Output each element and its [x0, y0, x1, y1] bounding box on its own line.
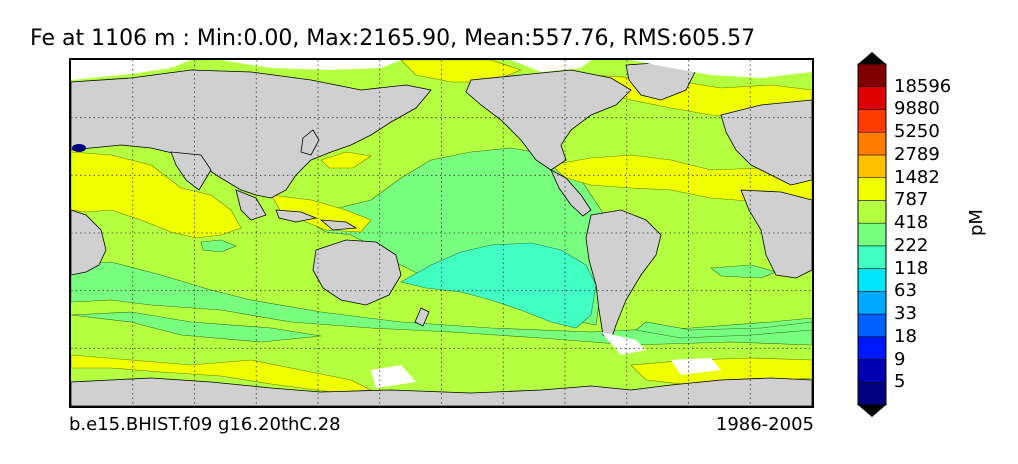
colorbar-outline [857, 63, 887, 406]
colorbar-segment [857, 131, 887, 156]
ocean-map [69, 58, 814, 408]
colorbar-segment [857, 336, 887, 360]
colorbar-segment [857, 313, 887, 338]
colorbar-segment [857, 86, 887, 110]
indian-ocean-green-patch [200, 239, 237, 253]
colorbar-tick-label: 18 [894, 325, 917, 347]
colorbar-segment [857, 359, 887, 383]
colorbar-tick-label: 5250 [894, 121, 940, 143]
south-atlantic-south-band [635, 321, 812, 339]
colorbar-unit-label: pM [966, 209, 987, 236]
colorbar-tick-label: 5 [894, 371, 906, 393]
atlantic-green-patch [710, 264, 777, 279]
colorbar-segment [857, 109, 887, 133]
north-pacific-yellow-region [320, 151, 372, 169]
colorbar-tick-label: 222 [894, 234, 929, 256]
colorbar-segment [857, 200, 887, 224]
colorbar-tick-label: 9880 [894, 98, 940, 120]
colorbar-tick-label: 787 [894, 189, 929, 211]
deep-blue-feature [72, 144, 86, 152]
map-title: Fe at 1106 m : Min:0.00, Max:2165.90, Me… [30, 26, 756, 51]
colorbar-tick-label: 33 [894, 303, 917, 325]
colorbar [857, 52, 887, 417]
sea-ice-regions [71, 60, 812, 388]
colorbar-segment [857, 177, 887, 201]
colorbar-tick-label: 18596 [894, 75, 952, 97]
map-gridlines [71, 60, 812, 406]
indian-ocean-south-band [71, 311, 322, 343]
colorbar-tick-label: 63 [894, 280, 917, 302]
pacific-teal-core [400, 242, 597, 329]
colorbar-tick-label: 2789 [894, 143, 940, 165]
southern-ocean-low-band [71, 261, 812, 346]
colorbar-segment [857, 63, 887, 87]
ocean-map-canvas [71, 60, 812, 406]
colorbar-segment [857, 382, 887, 406]
date-range-label: 1986-2005 [715, 414, 814, 435]
colorbar-under-arrow [858, 405, 886, 417]
colorbar-segment [857, 222, 887, 247]
colorbar-tick-label: 118 [894, 257, 929, 279]
colorbar-segment [857, 291, 887, 315]
colorbar-tick-label: 1482 [894, 166, 940, 188]
model-run-label: b.e15.BHIST.f09 g16.20thC.28 [69, 414, 341, 435]
colorbar-segment [857, 154, 887, 178]
colorbar-over-arrow [858, 52, 886, 64]
colorbar-segment [857, 268, 887, 292]
colorbar-tick-label: 9 [894, 348, 906, 370]
indian-ocean-yellow-region [71, 151, 242, 239]
colorbar-segment [857, 245, 887, 269]
colorbar-tick-label: 418 [894, 212, 929, 234]
